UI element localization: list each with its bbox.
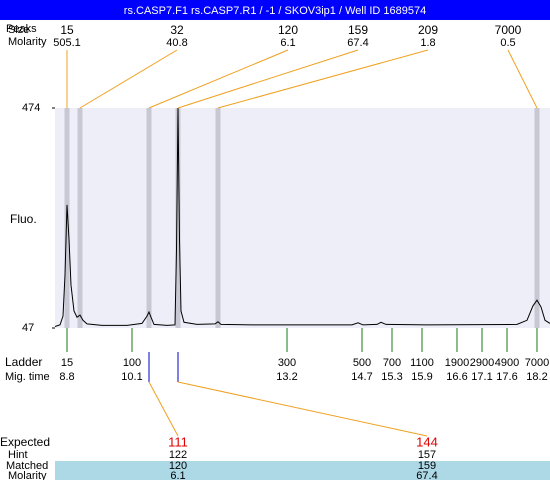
hint-size: 122 [169,449,187,461]
peak-size: 7000 [495,23,522,37]
mig-time: 10.1 [121,371,142,383]
ladder-size: 500 [353,357,371,369]
peak-size: 15 [60,23,74,37]
matched-size: 120 [169,460,187,472]
match-connector [177,381,428,437]
ladder-size: 4900 [495,357,519,369]
mig-time: 17.6 [496,371,517,383]
peak-molarity: 67.4 [347,37,368,49]
peak-connector [177,49,359,109]
peak-connector [79,49,178,109]
y-tick-label: 47 [22,322,34,334]
matched-size: 159 [418,460,436,472]
match-connector [148,381,179,437]
peak-band [146,108,152,328]
mig-time: 8.8 [59,371,74,383]
peak-connector [217,49,429,109]
peak-molarity: 40.8 [166,37,187,49]
row-label: Mig. time [5,371,50,383]
chart-title: rs.CASP7.F1 rs.CASP7.R1 / -1 / SKOV3ip1 … [124,5,426,17]
mig-time: 14.7 [351,371,372,383]
peak-molarity: 505.1 [53,37,81,49]
peak-connector [507,49,538,109]
row-label: Hint [8,449,28,461]
ladder-size: 100 [123,357,141,369]
matched-molarity: 67.4 [416,470,437,480]
row-label: Size [8,24,29,36]
row-label: Matched [6,460,48,472]
expected-size: 144 [416,434,438,449]
mig-time: 16.6 [446,371,467,383]
mig-time: 15.9 [411,371,432,383]
peak-molarity: 1.8 [420,37,435,49]
row-label: Molarity [8,36,47,48]
y-tick-label: 474 [22,102,40,114]
row-label: Peaks [6,23,37,35]
hint-size: 157 [418,449,436,461]
y-axis-label: Fluo. [10,212,37,226]
peak-band [215,108,221,328]
peak-molarity: 0.5 [500,37,515,49]
row-label: Molarity [8,470,47,480]
ladder-size: 300 [278,357,296,369]
ladder-size: 700 [383,357,401,369]
matched-band [55,461,550,480]
mig-time: 15.3 [381,371,402,383]
row-label: Expected [0,435,50,449]
mig-time: 13.2 [276,371,297,383]
peak-size: 32 [170,23,184,37]
ladder-size: 1900 [445,357,469,369]
row-label: Ladder [5,355,42,369]
peak-size: 120 [278,23,298,37]
mig-time: 18.2 [526,371,547,383]
matched-molarity: 6.1 [170,470,185,480]
ladder-size: 7000 [525,357,549,369]
peak-size: 159 [348,23,368,37]
expected-size: 111 [168,434,188,449]
peak-connector [148,49,289,109]
title-bar [0,0,550,20]
peak-band [77,108,83,328]
peak-band [175,108,181,328]
ladder-size: 15 [61,357,73,369]
plot-area [55,108,550,328]
peak-molarity: 6.1 [280,37,295,49]
ladder-size: 1100 [410,357,434,369]
ladder-size: 2900 [470,357,494,369]
peak-size: 209 [418,23,438,37]
peak-band [534,108,540,328]
mig-time: 17.1 [471,371,492,383]
